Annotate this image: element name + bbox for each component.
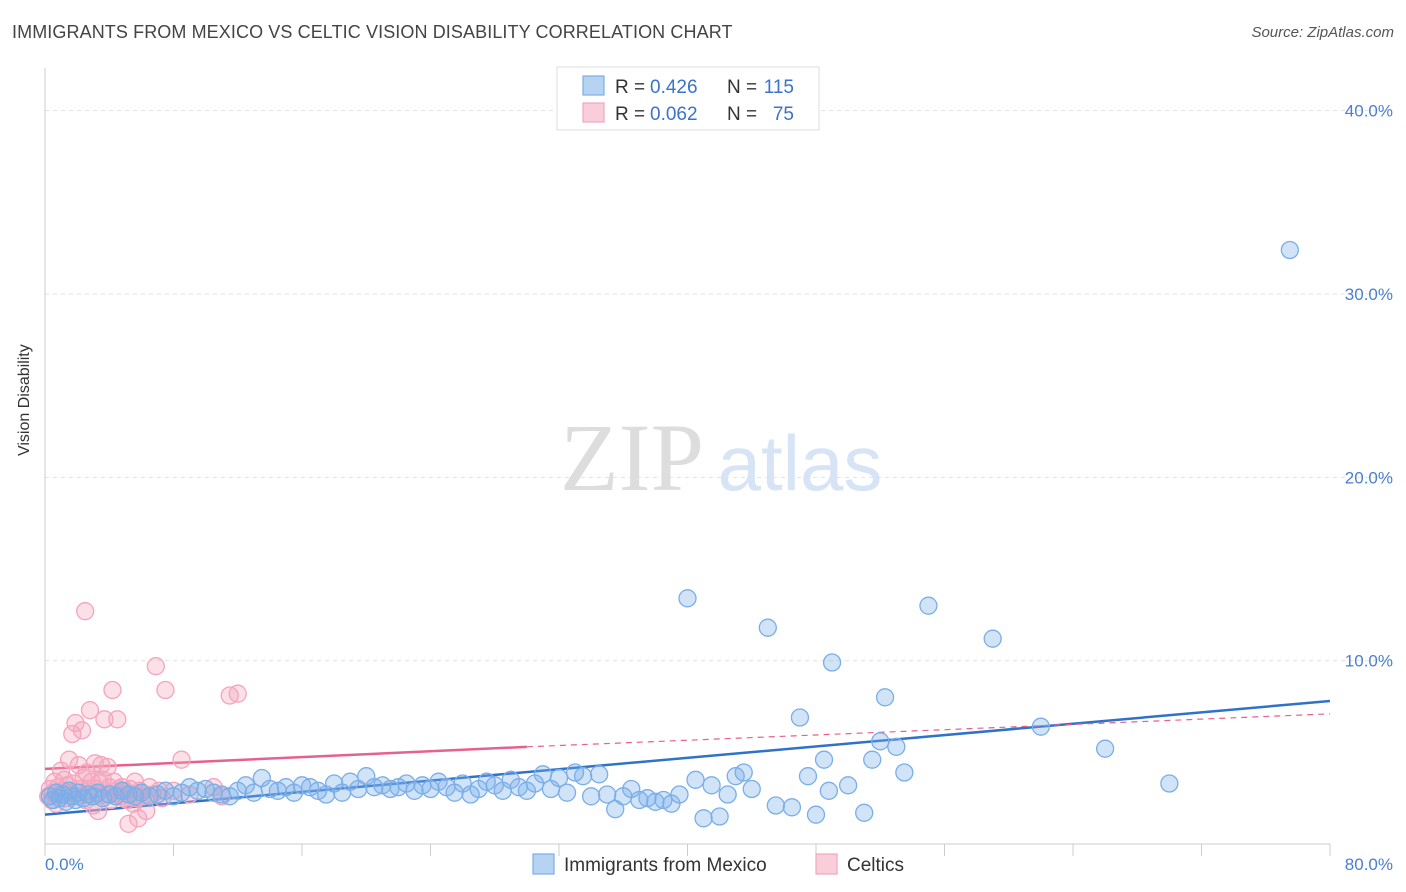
stats-n-label: N = (727, 77, 757, 98)
celtics-point (146, 657, 165, 676)
mexico-point (855, 803, 874, 822)
legend-label: Immigrants from Mexico (564, 855, 767, 876)
legend-label: Celtics (847, 855, 904, 876)
stats-r-value: 0.426 (650, 77, 698, 98)
mexico-point (875, 688, 895, 707)
mexico-point (718, 785, 737, 804)
mexico-point (598, 785, 617, 804)
celtics-point (63, 724, 82, 744)
mexico-point (742, 779, 761, 799)
stats-n-label: N = (727, 104, 757, 125)
mexico-point (1280, 240, 1299, 260)
chart-title: IMMIGRANTS FROM MEXICO VS CELTIC VISION … (12, 22, 733, 42)
mexico-point (819, 781, 838, 800)
mexico-point (573, 767, 593, 786)
mexico-point (766, 796, 785, 815)
celtics-point (72, 721, 92, 740)
x-tick-label: 0.0% (45, 855, 84, 874)
mexico-point (1095, 739, 1115, 758)
mexico-point (782, 798, 802, 817)
y-tick-label: 40.0% (1345, 102, 1393, 121)
source-label: Source: ZipAtlas.com (1251, 24, 1394, 41)
mexico-point (919, 596, 938, 615)
mexico-point (581, 787, 601, 806)
axes (44, 68, 1331, 856)
bottom-legend: Immigrants from Mexico Celtics (532, 853, 904, 876)
celtics-point (95, 710, 114, 729)
stats-n-value: 115 (764, 77, 794, 98)
legend-swatch (815, 853, 838, 875)
grid-lines (45, 110, 1392, 662)
celtics-point (156, 680, 175, 700)
mexico-point (806, 805, 826, 824)
mexico-point (549, 768, 569, 788)
stats-r-label: R = (615, 104, 645, 125)
mexico-point (557, 783, 577, 802)
stats-r-value: 0.062 (650, 104, 698, 125)
y-tick-label: 30.0% (1345, 285, 1393, 304)
watermark: ZIP atlas (560, 404, 882, 511)
celtics-point (59, 750, 79, 769)
mexico-point (887, 737, 906, 756)
mexico-point (871, 732, 890, 751)
stats-r-label: R = (615, 77, 645, 98)
y-tick-label: 10.0% (1345, 652, 1393, 671)
data-points (39, 240, 1299, 833)
x-tick-label: 80.0% (1345, 855, 1393, 874)
watermark-atlas: atlas (718, 419, 883, 507)
mexico-point (1160, 774, 1179, 793)
mexico-trend-line (44, 699, 1331, 816)
stats-swatch (582, 75, 605, 96)
trend-lines (44, 699, 1331, 816)
stats-n-value: 75 (773, 104, 794, 125)
mexico-point (734, 763, 753, 782)
celtics-point (137, 801, 156, 821)
celtics-point (228, 684, 247, 703)
mexico-point (694, 809, 713, 828)
mexico-point (822, 653, 842, 672)
mexico-point (702, 776, 721, 795)
celtics-point (108, 710, 127, 729)
stats-swatch (582, 102, 605, 123)
stats-legend: R = 0.426 N = 115 R = 0.062 N = 75 (556, 66, 820, 131)
mexico-point (983, 629, 1002, 648)
mexico-point (790, 708, 810, 727)
celtics-point (92, 756, 111, 775)
mexico-point (863, 750, 882, 769)
mexico-point (895, 763, 914, 782)
watermark-zip: ZIP (560, 404, 704, 511)
celtics-trend-extension (526, 713, 1331, 748)
celtics-point (76, 602, 95, 621)
celtics-point (80, 701, 100, 720)
mexico-point (678, 589, 697, 608)
celtics-point (172, 750, 191, 769)
celtics-point (66, 713, 85, 733)
mexico-point (838, 776, 858, 795)
mexico-point (798, 767, 818, 786)
mexico-point (686, 770, 705, 789)
y-tick-label: 20.0% (1345, 468, 1393, 487)
legend-swatch (532, 853, 555, 875)
mexico-point (710, 807, 729, 826)
mexico-point (1031, 717, 1051, 736)
mexico-point (590, 765, 609, 784)
tick-labels: 10.0% 20.0% 30.0% 40.0% 0.0% 80.0% (45, 102, 1393, 874)
celtics-point (119, 814, 138, 833)
celtics-point (103, 680, 122, 700)
mexico-point (670, 785, 689, 804)
mexico-point (758, 618, 777, 637)
mexico-point (88, 783, 108, 802)
mexico-point (814, 750, 834, 769)
celtics-trend-line (44, 745, 527, 771)
